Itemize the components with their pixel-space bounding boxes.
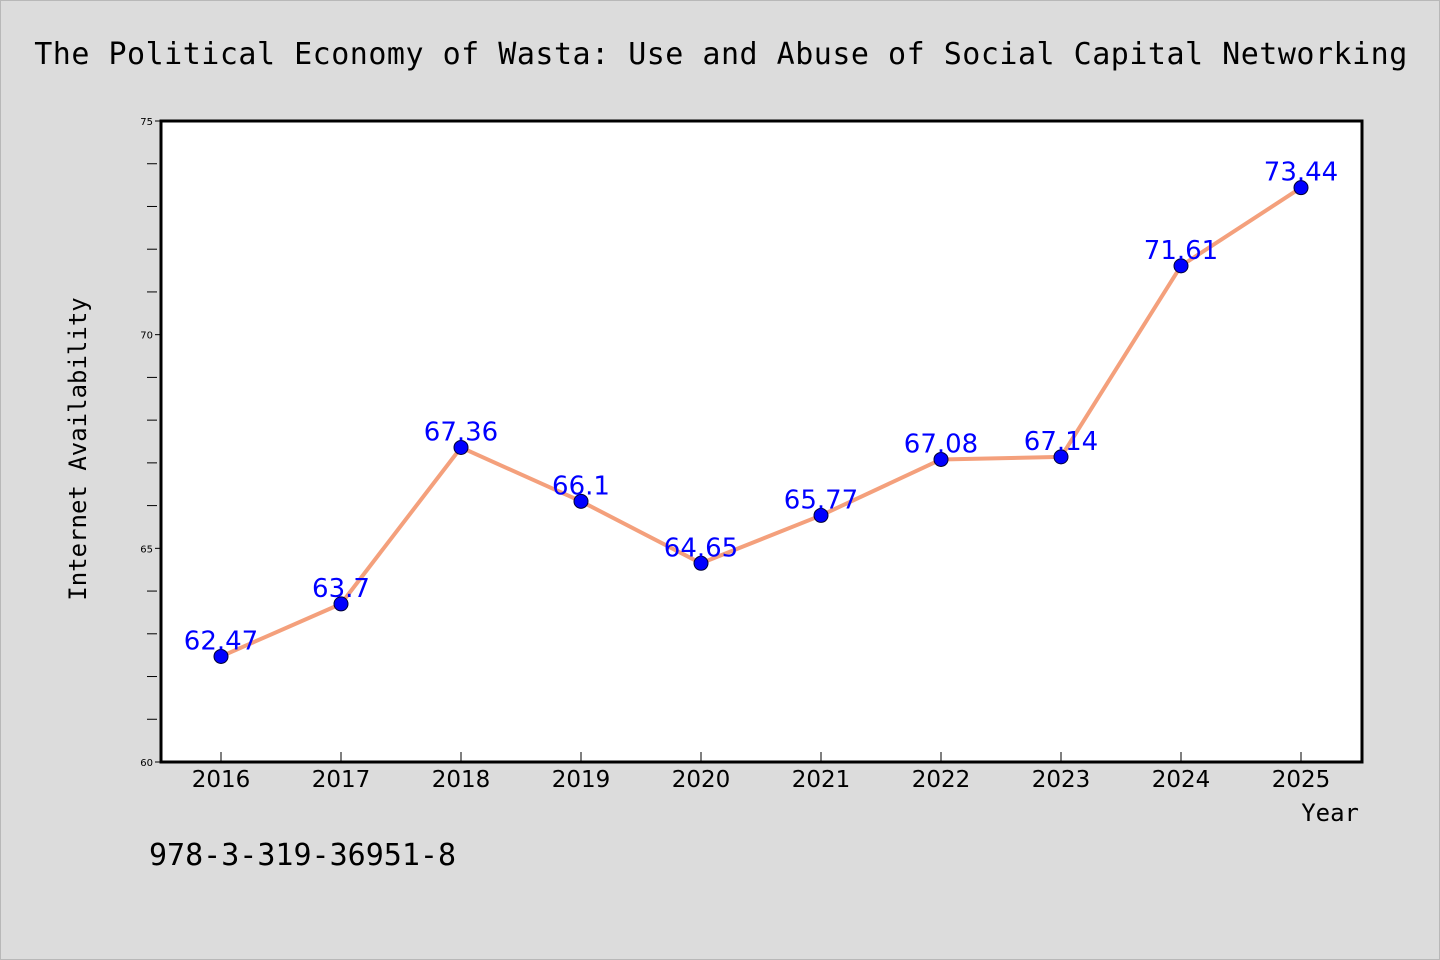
data-label: 71.61	[1144, 236, 1218, 266]
series-layer: 62.47 63.7 67.36 66.1 64.65 65.77 67.08 67.14 71…	[184, 158, 1338, 664]
x-tick-label: 2019	[552, 767, 611, 793]
y-tick-label: 60	[140, 758, 153, 769]
data-label: 67.08	[904, 429, 978, 459]
x-tick-label: 2022	[912, 767, 971, 793]
data-label: 73.44	[1264, 158, 1338, 188]
x-tick-label: 2024	[1152, 767, 1211, 793]
data-point	[1293, 180, 1309, 196]
data-label: 64.65	[664, 533, 738, 563]
data-point	[693, 555, 709, 571]
data-label: 67.14	[1024, 427, 1098, 457]
data-point	[213, 648, 229, 664]
data-point	[453, 439, 469, 455]
x-axis-label: Year	[1301, 799, 1359, 827]
x-tick-label: 2018	[432, 767, 491, 793]
data-label: 67.36	[424, 417, 498, 447]
x-axis: 2016 2017 2018 2019 2020 2021 2022 2023 2024 2025	[192, 752, 1331, 793]
x-tick-label: 2025	[1272, 767, 1331, 793]
plot-area	[159, 119, 1364, 764]
chart-title: The Political Economy of Wasta: Use and …	[34, 37, 1408, 72]
x-tick-label: 2023	[1032, 767, 1091, 793]
data-label: 62.47	[184, 626, 258, 656]
y-tick-label: 70	[140, 331, 153, 342]
data-point	[813, 507, 829, 523]
data-label: 65.77	[784, 485, 858, 515]
data-point	[933, 451, 949, 467]
x-tick-label: 2020	[672, 767, 731, 793]
data-label: 63.7	[312, 574, 370, 604]
data-point	[333, 596, 349, 612]
y-tick-label: 75	[140, 117, 153, 128]
y-axis: 60 65 70 75	[140, 117, 161, 769]
x-tick-label: 2016	[192, 767, 251, 793]
data-point	[573, 493, 589, 509]
data-point	[1053, 449, 1069, 465]
data-point	[1173, 258, 1189, 274]
y-tick-label: 65	[140, 544, 153, 555]
x-tick-label: 2017	[312, 767, 371, 793]
x-tick-label: 2021	[792, 767, 851, 793]
y-axis-label: Internet Availability	[64, 297, 92, 600]
isbn-footnote: 978-3-319-36951-8	[149, 838, 456, 873]
data-label: 66.1	[552, 471, 610, 501]
series-line	[220, 185, 1303, 659]
